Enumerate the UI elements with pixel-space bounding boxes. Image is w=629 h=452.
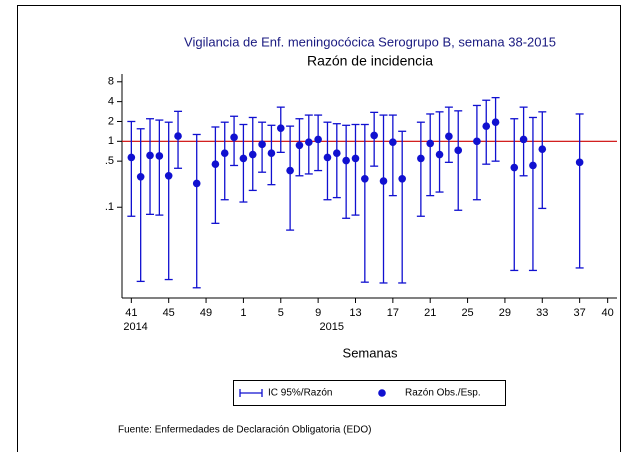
point (267, 149, 276, 158)
x-tick-label: 29 (499, 307, 511, 319)
legend (233, 380, 506, 406)
point (417, 154, 425, 163)
x-tick-label: 21 (424, 307, 436, 319)
legend-symbol (378, 389, 386, 397)
legend-label: IC 95%/Razón (268, 388, 332, 399)
point (370, 131, 378, 140)
point (379, 177, 388, 185)
x-tick-label: 40 (602, 307, 614, 319)
point (342, 156, 350, 165)
point (127, 153, 136, 162)
x-tick-label: 13 (349, 307, 361, 319)
frame (17, 5, 621, 452)
point (575, 158, 584, 167)
point (211, 160, 220, 168)
point (164, 171, 173, 180)
x-tick-label: 25 (461, 307, 473, 319)
y-tick-label: .5 (105, 155, 114, 167)
year-label: 2014 (123, 321, 147, 333)
y-tick-label: 2 (108, 115, 114, 127)
point (473, 137, 481, 146)
y-tick-label: 4 (108, 96, 114, 108)
point (304, 138, 313, 146)
y-tick-label: .1 (105, 201, 114, 213)
chart-title: Vigilancia de Enf. meningocócica Serogru… (184, 34, 556, 49)
x-tick-label: 1 (240, 307, 246, 319)
point (333, 149, 341, 158)
point (445, 132, 453, 141)
point (491, 118, 500, 126)
point (295, 141, 304, 150)
legend-label: Razón Obs./Esp. (405, 388, 481, 399)
point (220, 149, 229, 158)
point (510, 163, 519, 172)
point (538, 145, 547, 153)
point (389, 138, 397, 146)
point (323, 153, 332, 162)
point (361, 175, 369, 183)
point (276, 124, 285, 133)
point (136, 172, 145, 181)
x-tick-label: 5 (278, 307, 284, 319)
point (519, 135, 528, 144)
x-tick-label: 33 (536, 307, 548, 319)
x-tick-label: 17 (387, 307, 399, 319)
x-axis-title: Semanas (343, 345, 398, 360)
x-tick-label: 41 (125, 307, 137, 319)
point (426, 139, 435, 148)
year-label: 2015 (319, 321, 343, 333)
x-tick-label: 9 (315, 307, 321, 319)
point (146, 151, 154, 160)
point (248, 150, 257, 159)
point (174, 132, 182, 140)
x-tick-label: 45 (163, 307, 175, 319)
point (286, 166, 294, 175)
point (454, 146, 463, 155)
point (258, 140, 266, 149)
point (351, 154, 360, 163)
point (435, 150, 444, 159)
point (482, 122, 491, 130)
y-tick-label: 8 (108, 76, 114, 88)
point (155, 152, 164, 160)
chart-subtitle: Razón de incidencia (307, 53, 433, 69)
x-tick-label: 37 (574, 307, 586, 319)
y-tick-label: 1 (108, 135, 114, 147)
point (314, 135, 322, 144)
point (239, 154, 248, 163)
point (398, 175, 406, 183)
point (192, 179, 201, 188)
point (230, 133, 238, 142)
point (529, 161, 537, 170)
source-note: Fuente: Enfermedades de Declaración Obli… (118, 425, 371, 436)
x-tick-label: 49 (200, 307, 212, 319)
